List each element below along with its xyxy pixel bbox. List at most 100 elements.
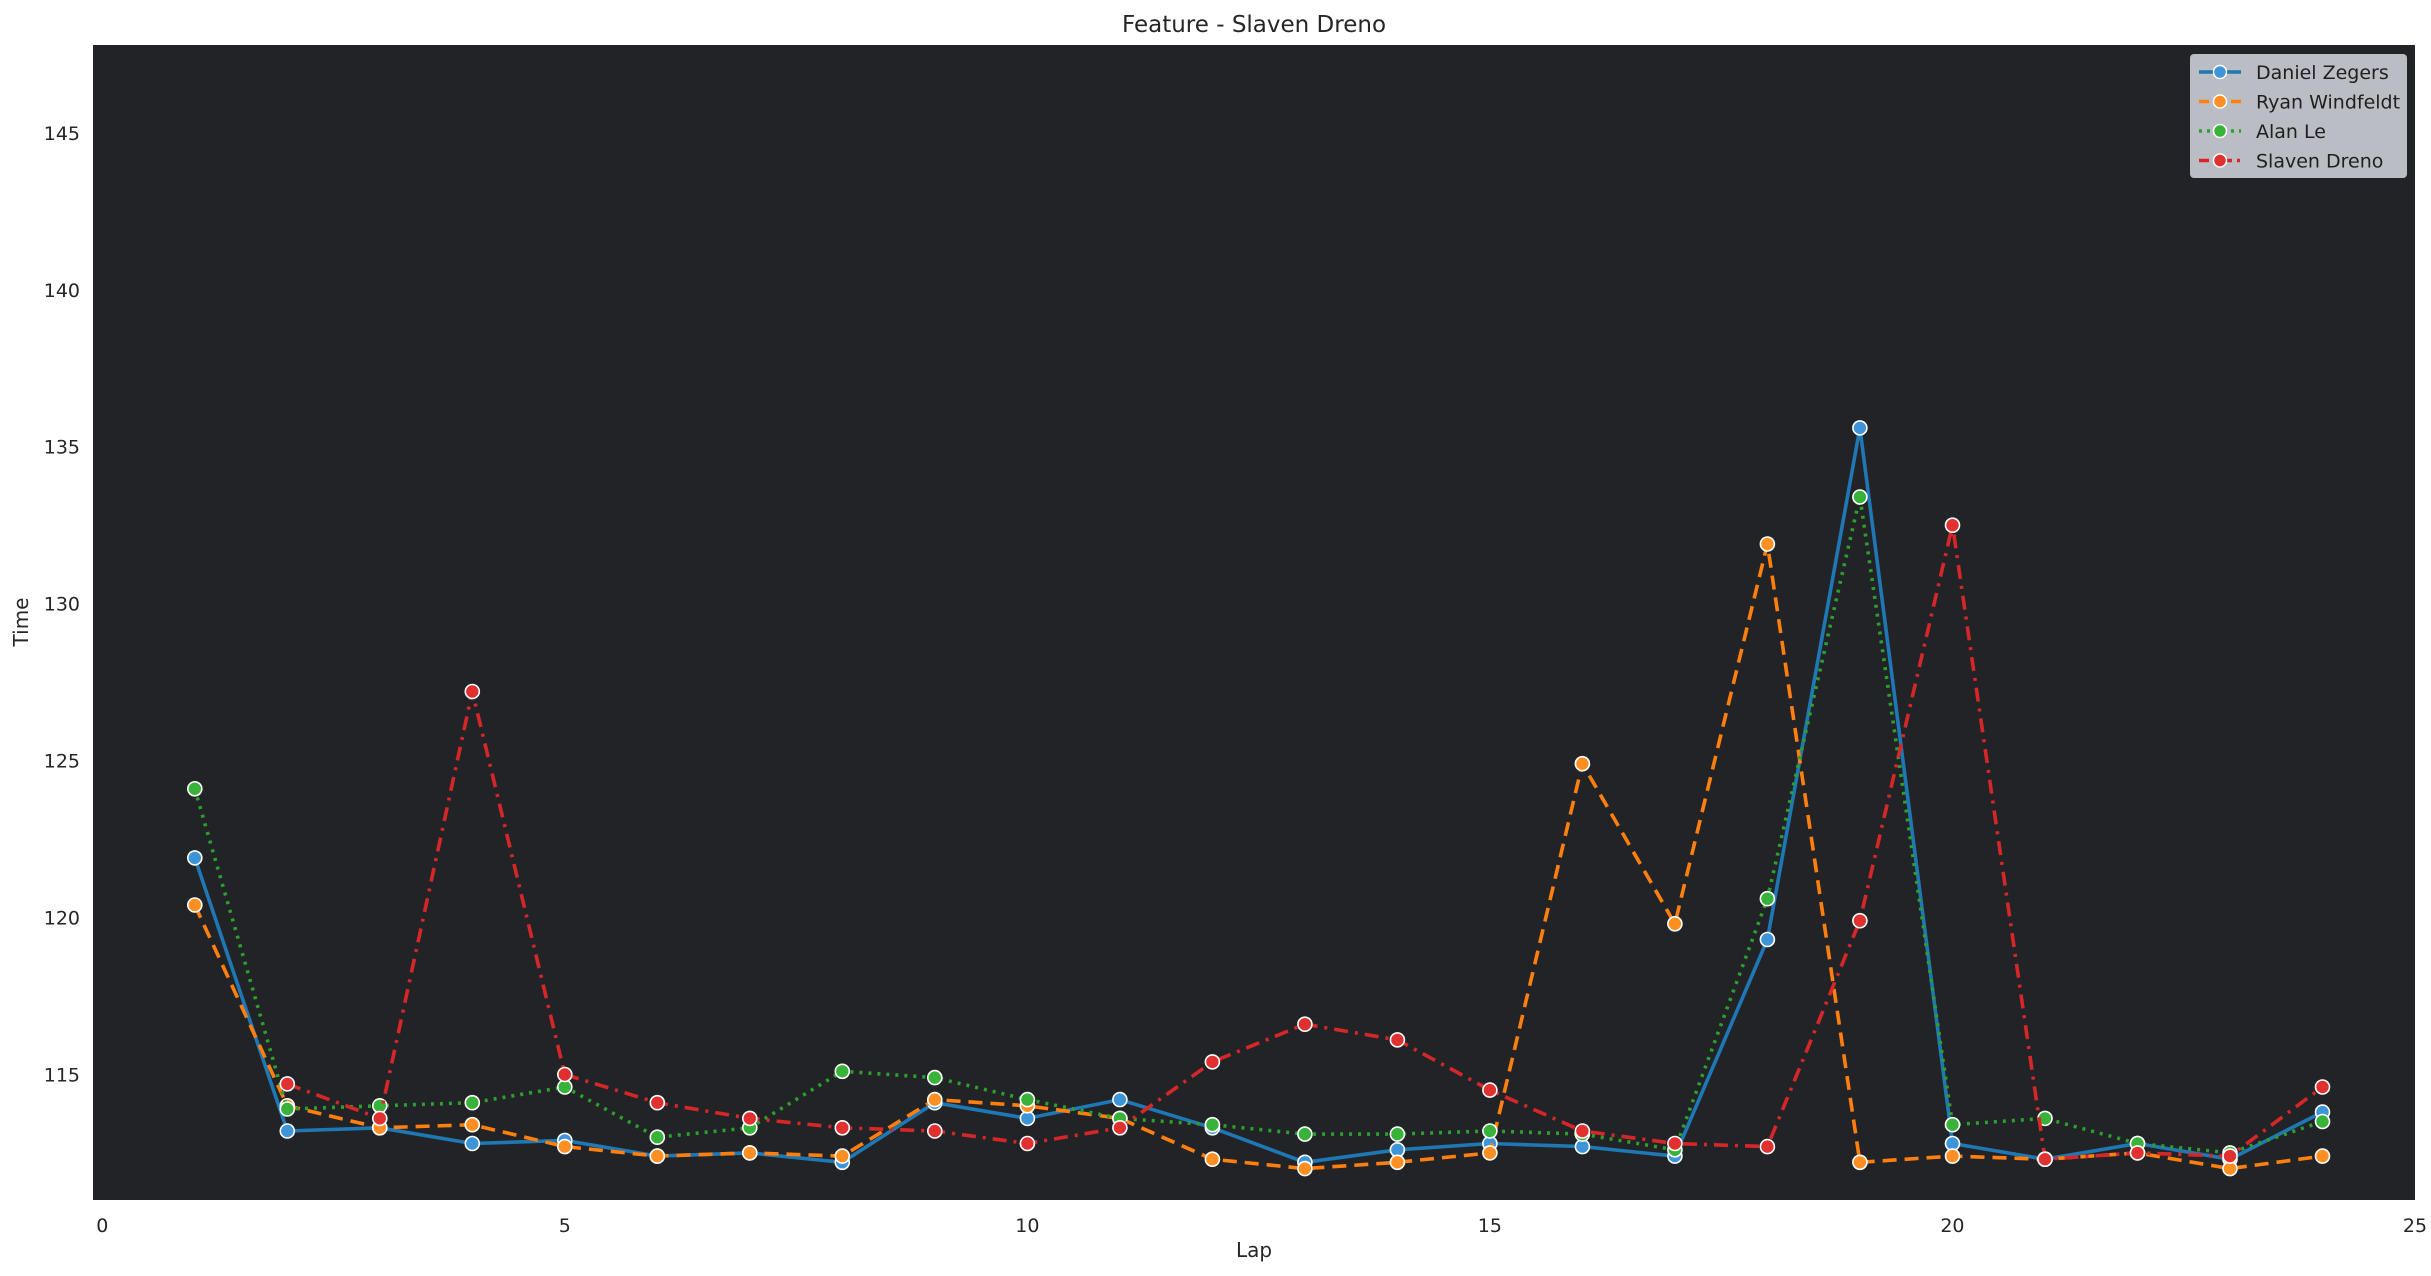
legend-label: Slaven Dreno — [2256, 151, 2383, 173]
data-point — [464, 1135, 481, 1152]
data-point — [1297, 1016, 1313, 1032]
data-point — [926, 1123, 943, 1139]
x-tick-label: 5 — [559, 1215, 571, 1237]
y-tick-label: 125 — [44, 751, 80, 773]
data-point — [1574, 1123, 1591, 1139]
data-point — [649, 1094, 666, 1111]
data-point — [187, 897, 203, 913]
data-point — [1204, 1116, 1221, 1133]
data-point — [1112, 1091, 1128, 1108]
y-tick-label: 130 — [44, 594, 80, 616]
data-point — [464, 683, 481, 700]
data-point — [1019, 1091, 1036, 1108]
plot-area — [93, 45, 2415, 1200]
data-point — [1019, 1135, 1036, 1152]
data-point — [1389, 1032, 1406, 1048]
data-point — [1759, 931, 1776, 948]
data-point — [741, 1145, 758, 1161]
x-tick-label: 10 — [1015, 1215, 1039, 1237]
data-point — [2037, 1151, 2053, 1167]
data-point — [1297, 1126, 1313, 1142]
legend-label: Daniel Zegers — [2256, 62, 2389, 84]
y-tick-label: 140 — [44, 280, 80, 302]
data-point — [834, 1063, 851, 1080]
data-point — [1297, 1160, 1313, 1177]
data-point — [2314, 1113, 2331, 1130]
data-point — [1944, 1116, 1961, 1133]
data-point — [1389, 1154, 1406, 1171]
series-layer — [187, 420, 2331, 1177]
data-point — [2129, 1145, 2146, 1161]
data-point — [1852, 420, 1868, 436]
data-point — [1204, 1054, 1221, 1070]
legend-entry: Daniel Zegers — [2199, 62, 2389, 84]
data-point — [1852, 489, 1868, 505]
legend-marker — [2212, 123, 2228, 139]
data-point — [2222, 1148, 2238, 1164]
data-point — [464, 1094, 481, 1111]
data-point — [926, 1069, 943, 1086]
legend-marker — [2212, 94, 2228, 109]
data-point — [279, 1123, 296, 1139]
data-point — [556, 1138, 573, 1155]
series-4 — [279, 517, 2331, 1167]
data-point — [1759, 536, 1776, 552]
legend-marker — [2212, 64, 2228, 80]
data-point — [556, 1066, 573, 1083]
x-ticks: 0 5 10 15 20 25 — [96, 1215, 2427, 1237]
data-point — [279, 1076, 296, 1092]
series-line — [193, 542, 2323, 1171]
data-point — [1667, 1135, 1683, 1152]
data-point — [187, 850, 203, 866]
data-point — [741, 1110, 758, 1127]
legend-entry: Ryan Windfeldt — [2199, 92, 2400, 114]
data-point — [1852, 912, 1868, 929]
legend-entry: Alan Le — [2199, 121, 2326, 143]
data-point — [187, 780, 203, 797]
series-line — [193, 426, 2324, 1165]
data-point — [1944, 517, 1961, 534]
legend-label: Ryan Windfeldt — [2256, 92, 2400, 114]
data-point — [1667, 915, 1683, 932]
chart-title: Feature - Slaven Dreno — [1122, 12, 1386, 38]
data-point — [1574, 755, 1591, 772]
data-point — [834, 1120, 851, 1136]
y-tick-label: 120 — [44, 908, 80, 930]
data-point — [649, 1148, 666, 1164]
data-point — [1852, 1154, 1868, 1171]
data-point — [1389, 1126, 1406, 1142]
y-tick-label: 135 — [44, 437, 80, 459]
x-tick-label: 25 — [2403, 1215, 2427, 1237]
x-tick-label: 20 — [1940, 1215, 1964, 1237]
data-point — [2314, 1148, 2331, 1164]
series-line — [193, 495, 2324, 1155]
y-axis-label: Time — [9, 598, 33, 648]
legend-label: Alan Le — [2256, 121, 2326, 143]
data-point — [1204, 1151, 1221, 1167]
data-point — [1759, 890, 1776, 907]
data-point — [926, 1091, 943, 1108]
y-tick-label: 115 — [44, 1064, 80, 1086]
data-point — [1482, 1123, 1498, 1139]
data-point — [834, 1148, 851, 1164]
data-point — [649, 1129, 666, 1145]
legend-entry: Slaven Dreno — [2199, 151, 2383, 173]
data-point — [1944, 1148, 1961, 1164]
legend-box — [2190, 54, 2407, 178]
y-ticks: 115 120 125 130 135 140 145 — [44, 123, 80, 1087]
data-point — [1482, 1145, 1498, 1161]
data-point — [1482, 1082, 1498, 1098]
x-tick-label: 15 — [1478, 1215, 1502, 1237]
data-point — [371, 1110, 388, 1127]
data-point — [2314, 1079, 2331, 1095]
data-point — [1759, 1138, 1776, 1155]
legend: Daniel Zegers Ryan Windfeldt Alan Le Slaven… — [2190, 54, 2407, 178]
y-tick-label: 145 — [44, 123, 80, 145]
data-point — [464, 1116, 481, 1133]
data-point — [1112, 1120, 1128, 1136]
x-tick-label: 0 — [96, 1215, 108, 1237]
data-point — [279, 1101, 296, 1117]
x-axis-label: Lap — [1236, 1238, 1272, 1262]
legend-marker — [2212, 153, 2228, 168]
